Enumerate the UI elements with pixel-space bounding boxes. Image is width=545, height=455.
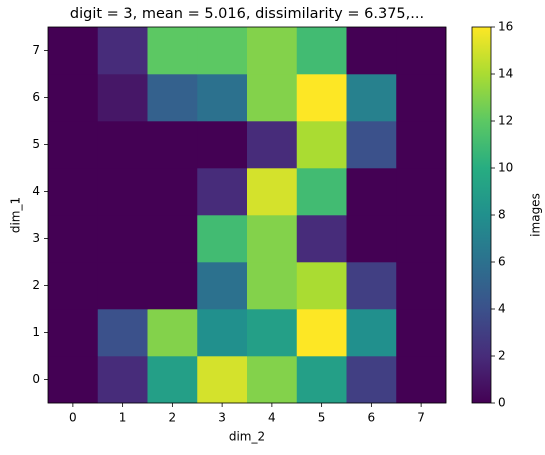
heatmap-cell	[48, 356, 99, 404]
y-tick-label: 4	[32, 184, 40, 198]
heatmap-cell	[197, 356, 248, 404]
heatmap-cell	[396, 309, 447, 357]
heatmap-cell	[296, 309, 347, 357]
colorbar-tick-label: 0	[498, 396, 506, 410]
x-tick-label: 2	[169, 411, 177, 425]
heatmap-cell	[147, 262, 198, 310]
heatmap-cell	[197, 309, 248, 357]
heatmap-cell	[97, 215, 148, 263]
x-tick-label: 7	[417, 411, 425, 425]
heatmap-cell	[97, 121, 148, 169]
heatmap-cell	[48, 309, 99, 357]
heatmap-cell	[147, 356, 198, 404]
heatmap-cell	[247, 121, 298, 169]
heatmap-cell	[197, 121, 248, 169]
heatmap-cell	[147, 168, 198, 216]
heatmap-cell	[147, 27, 198, 75]
x-axis-label: dim_2	[229, 430, 265, 444]
heatmap-cell	[147, 309, 198, 357]
heatmap-cell	[396, 121, 447, 169]
heatmap-cell	[48, 262, 99, 310]
heatmap-cell	[396, 356, 447, 404]
colorbar-tick-label: 8	[498, 208, 506, 222]
heatmap-cell	[197, 74, 248, 122]
colorbar-tick-label: 12	[498, 114, 513, 128]
x-tick-label: 3	[218, 411, 226, 425]
heatmap-cell	[296, 356, 347, 404]
heatmap-cell	[346, 168, 397, 216]
x-tick-label: 6	[368, 411, 376, 425]
heatmap-cell	[97, 27, 148, 75]
heatmap-cell	[197, 27, 248, 75]
heatmap-cell	[247, 74, 298, 122]
y-tick-label: 3	[32, 231, 40, 245]
y-tick-label: 7	[32, 43, 40, 57]
heatmap-cell	[296, 215, 347, 263]
y-axis-label: dim_1	[9, 197, 23, 233]
heatmap-cell	[247, 168, 298, 216]
heatmap-cell	[48, 74, 99, 122]
heatmap-cell	[396, 215, 447, 263]
colorbar-tick-label: 10	[498, 161, 513, 175]
colorbar-tick-label: 2	[498, 349, 506, 363]
heatmap-cell	[296, 168, 347, 216]
y-tick-label: 2	[32, 278, 40, 292]
heatmap-cell	[48, 121, 99, 169]
heatmap-cell	[247, 309, 298, 357]
heatmap-cell	[197, 215, 248, 263]
heatmap-cell	[48, 215, 99, 263]
heatmap-cell	[247, 262, 298, 310]
heatmap-cell	[346, 215, 397, 263]
heatmap-cell	[97, 309, 148, 357]
y-tick-label: 5	[32, 137, 40, 151]
heatmap-cell	[346, 121, 397, 169]
heatmap-cell	[247, 215, 298, 263]
y-tick-label: 6	[32, 90, 40, 104]
heatmap-cell	[396, 262, 447, 310]
x-tick-label: 5	[318, 411, 326, 425]
colorbar	[471, 26, 492, 404]
heatmap-cell	[396, 168, 447, 216]
heatmap-cell	[197, 168, 248, 216]
heatmap-cell	[147, 74, 198, 122]
x-tick-label: 0	[69, 411, 77, 425]
heatmap-cell	[296, 121, 347, 169]
heatmap-cell	[346, 356, 397, 404]
x-tick-label: 4	[268, 411, 276, 425]
heatmap-cell	[346, 262, 397, 310]
heatmap-cell	[296, 74, 347, 122]
heatmap-cell	[396, 27, 447, 75]
x-tick-label: 1	[119, 411, 127, 425]
heatmap-cell	[396, 74, 447, 122]
heatmap-cell	[97, 262, 148, 310]
heatmap-cell	[346, 27, 397, 75]
chart-title: digit = 3, mean = 5.016, dissimilarity =…	[70, 6, 424, 22]
heatmap-cell	[147, 121, 198, 169]
colorbar-label: images	[529, 193, 543, 237]
colorbar-tick-label: 16	[498, 20, 513, 34]
colorbar-tick-label: 6	[498, 255, 506, 269]
heatmap-cell	[247, 356, 298, 404]
y-tick-label: 0	[32, 372, 40, 386]
heatmap-cell	[97, 356, 148, 404]
heatmap-cell	[48, 168, 99, 216]
heatmap-cell	[346, 74, 397, 122]
heatmap-cell	[296, 262, 347, 310]
colorbar-tick-label: 4	[498, 302, 506, 316]
plot-frame	[47, 26, 447, 404]
heatmap-cell	[296, 27, 347, 75]
heatmap-cell	[97, 168, 148, 216]
heatmap-cell	[197, 262, 248, 310]
y-tick-label: 1	[32, 325, 40, 339]
heatmap-cell	[48, 27, 99, 75]
heatmap-cell	[97, 74, 148, 122]
heatmap-cell	[346, 309, 397, 357]
heatmap-cell	[147, 215, 198, 263]
heatmap-cell	[247, 27, 298, 75]
colorbar-tick-label: 14	[498, 67, 513, 81]
